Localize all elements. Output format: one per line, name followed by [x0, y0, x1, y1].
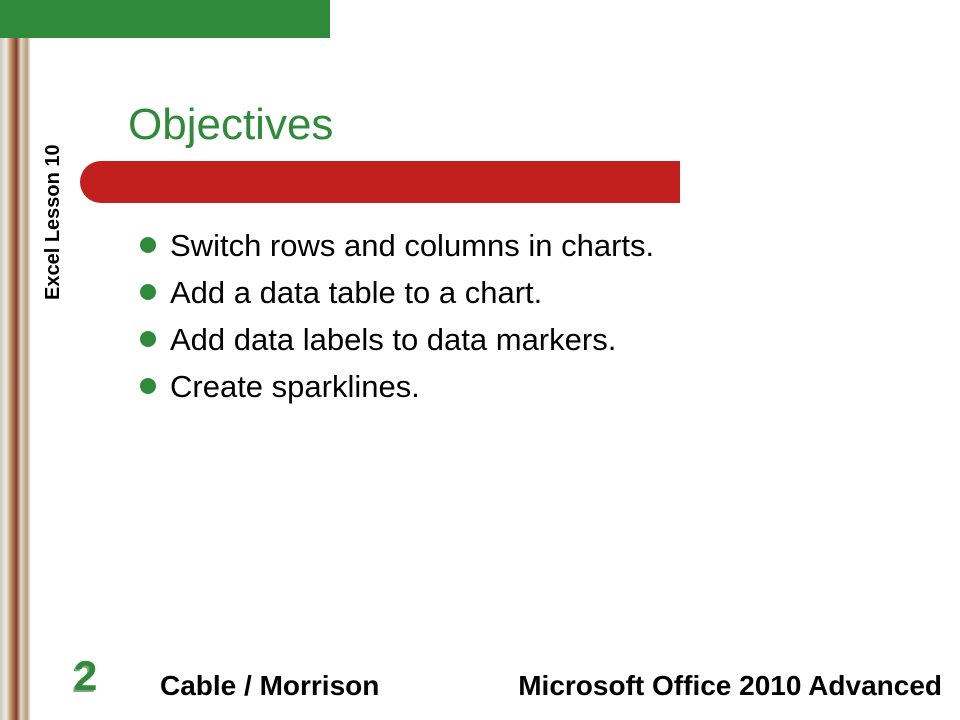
objectives-list: Switch rows and columns in charts. Add a…	[140, 224, 654, 412]
list-item: Add a data table to a chart.	[140, 271, 654, 316]
slide-title: Objectives	[128, 100, 333, 150]
accent-bar	[80, 161, 680, 203]
list-item: Create sparklines.	[140, 365, 654, 410]
list-item: Switch rows and columns in charts.	[140, 224, 654, 269]
footer-book-title: Microsoft Office 2010 Advanced	[518, 670, 942, 702]
top-green-stripe	[0, 0, 330, 38]
lesson-side-label: Excel Lesson 10	[42, 144, 65, 300]
page-number-text: 2	[74, 652, 97, 699]
page-number: 2 2	[74, 652, 97, 700]
slide: Excel Lesson 10 Objectives Switch rows a…	[0, 0, 960, 720]
list-item: Add data labels to data markers.	[140, 318, 654, 363]
left-spine-decoration	[0, 0, 30, 720]
footer-authors: Cable / Morrison	[160, 670, 379, 702]
